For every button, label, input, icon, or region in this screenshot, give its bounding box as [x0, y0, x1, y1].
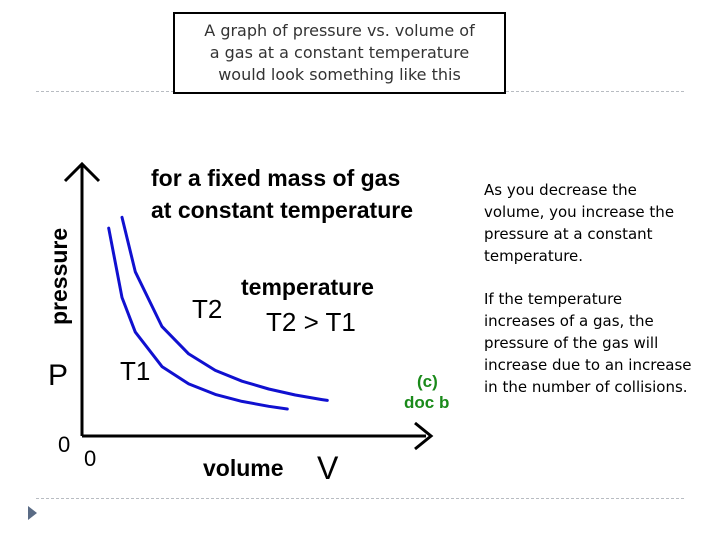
note-line2: T2 > T1: [266, 307, 356, 337]
bottom-divider: [36, 498, 684, 499]
x-axis-arrowhead: [414, 421, 434, 451]
x-axis-symbol: V: [317, 450, 339, 486]
x-axis-label: volume: [203, 455, 284, 481]
x-origin-label: 0: [84, 446, 96, 471]
credit-line2: doc b: [404, 393, 449, 412]
y-axis-arrowhead: [63, 161, 101, 183]
series-label-t2: T2: [192, 294, 222, 324]
y-axis-label: pressure: [46, 228, 72, 325]
triangle-right-icon[interactable]: [28, 506, 37, 520]
credit-line1: (c): [417, 372, 438, 391]
series-curve-t2: [120, 215, 329, 402]
series-curve-t1: [107, 226, 289, 411]
series-layer: T1 T2: [107, 215, 329, 411]
axes: [63, 161, 434, 451]
explanation-text: As you decrease the volume, you increase…: [484, 179, 696, 419]
series-label-t1: T1: [120, 356, 150, 386]
paragraph-decrease-volume: As you decrease the volume, you increase…: [484, 181, 675, 265]
y-origin-label: 0: [58, 432, 70, 457]
y-axis-symbol: P: [48, 359, 68, 392]
note-line1: temperature: [241, 274, 374, 300]
slide-title: A graph of pressure vs. volume of a gas …: [173, 12, 506, 94]
chart-title-line2: at constant temperature: [151, 197, 413, 223]
paragraph-increase-temperature: If the temperature increases of a gas, t…: [484, 290, 692, 396]
chart-title-line1: for a fixed mass of gas: [151, 165, 400, 191]
